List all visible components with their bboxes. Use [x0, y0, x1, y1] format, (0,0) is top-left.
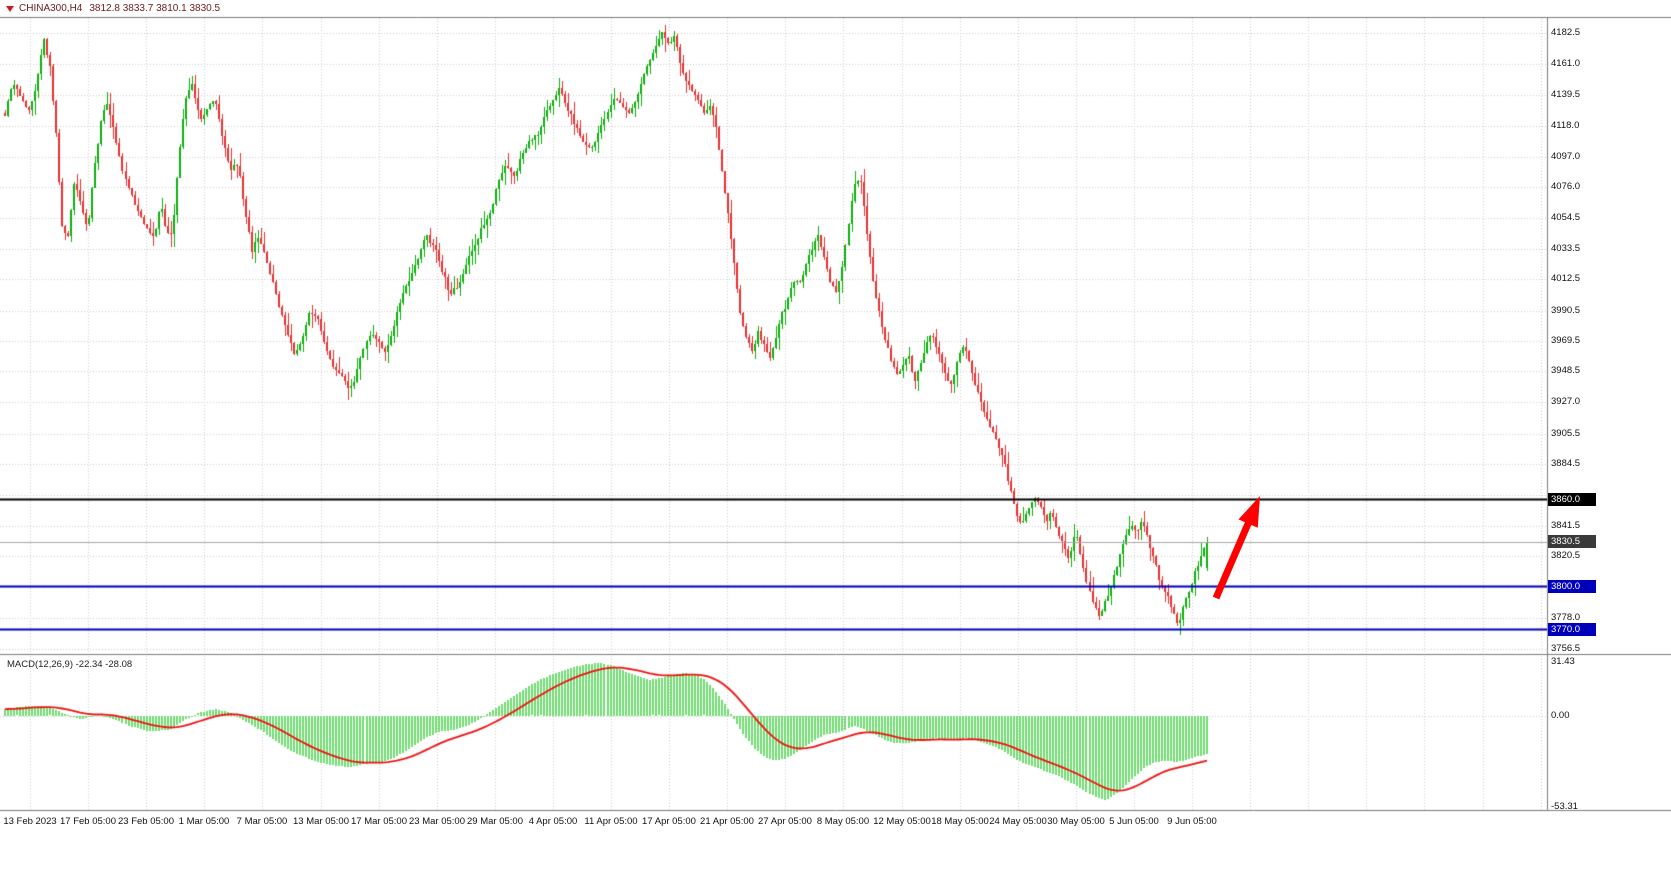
symbol-info-bar: CHINA300,H4 3812.8 3833.7 3810.1 3830.5	[6, 3, 220, 14]
symbol-name: CHINA300,H4	[19, 3, 83, 14]
time-axis[interactable]	[0, 812, 1671, 838]
symbol-marker-icon[interactable]	[6, 5, 14, 12]
symbol-ohlc-values: 3812.8 3833.7 3810.1 3830.5	[89, 3, 221, 14]
macd-indicator-label: MACD(12,26,9) -22.34 -28.08	[7, 659, 133, 670]
trend-arrow[interactable]	[1202, 482, 1274, 612]
support2-price-badge: 3770.0	[1548, 622, 1596, 636]
resistance-price-badge: 3860.0	[1548, 492, 1596, 506]
support1-price-badge: 3800.0	[1548, 579, 1596, 593]
price-axis[interactable]	[1548, 18, 1671, 810]
bid-price-badge: 3830.5	[1548, 535, 1596, 549]
